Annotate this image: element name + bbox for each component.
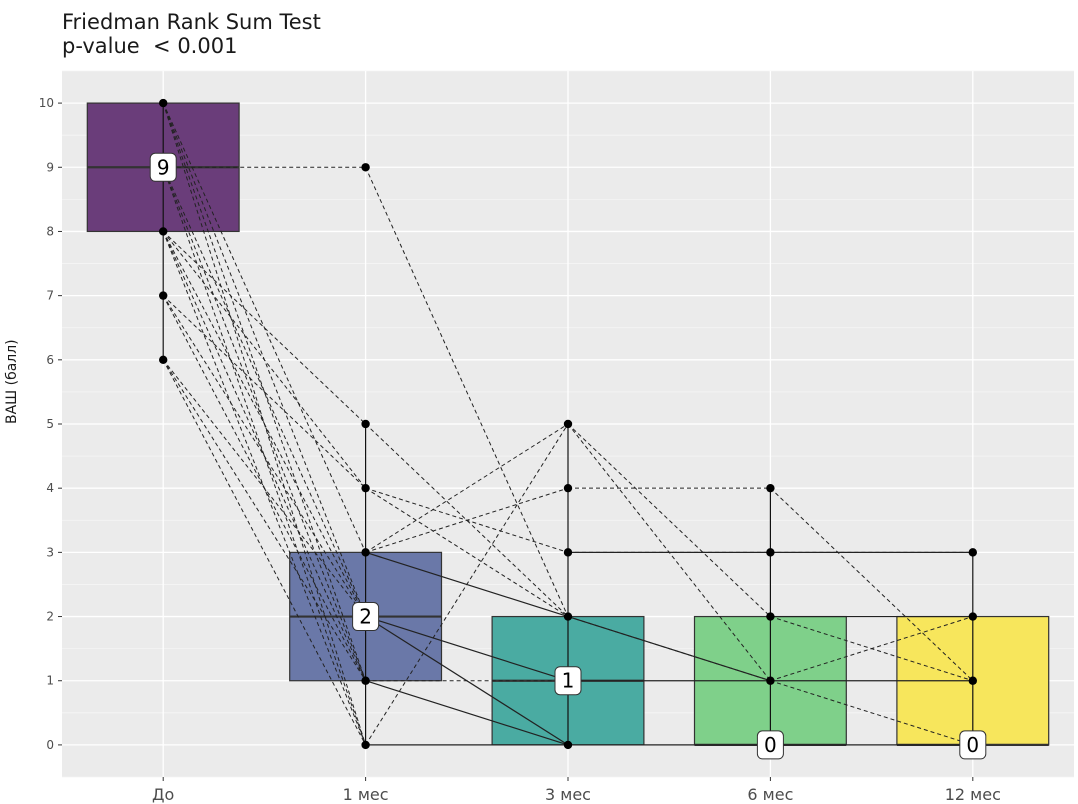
- paired-line-dashed: [365, 487, 569, 617]
- data-point: [159, 98, 168, 108]
- paired-line-dashed: [770, 680, 973, 746]
- paired-line-dashed: [162, 231, 366, 489]
- paired-line-dashed: [365, 167, 569, 617]
- x-tick-label: 1 мес: [343, 785, 389, 804]
- data-point: [361, 483, 370, 493]
- paired-line-dashed: [770, 487, 974, 682]
- y-tick-label: 3: [46, 545, 54, 559]
- paired-line-dashed: [162, 231, 367, 617]
- data-point: [361, 676, 370, 685]
- data-point: [563, 548, 573, 557]
- paired-line-dashed: [162, 102, 367, 553]
- paired-line-dashed: [162, 359, 367, 746]
- data-point: [361, 163, 370, 172]
- y-tick-label: 9: [46, 160, 54, 174]
- median-label-box: [149, 152, 177, 182]
- paired-line-dashed: [567, 423, 771, 617]
- y-tick-label: 5: [46, 417, 54, 431]
- paired-line-dashed: [365, 487, 569, 553]
- median-label: 0: [764, 733, 777, 757]
- y-tick-label: 0: [46, 738, 54, 752]
- median-label: 1: [562, 669, 575, 693]
- data-point: [766, 548, 775, 557]
- data-point: [159, 227, 168, 236]
- chart-subtitle: p-value < 0.001: [62, 34, 238, 58]
- data-point: [968, 612, 977, 621]
- data-point: [968, 676, 977, 685]
- data-point: [766, 612, 775, 621]
- data-point: [563, 740, 573, 750]
- y-tick-label: 10: [39, 96, 54, 110]
- x-tick-label: 6 мес: [747, 785, 793, 804]
- data-point: [766, 676, 775, 685]
- paired-line-dashed: [162, 295, 366, 489]
- paired-line-dashed: [365, 423, 569, 617]
- data-point: [361, 740, 370, 750]
- median-label-box: [352, 602, 380, 632]
- chart-title: Friedman Rank Sum Test: [62, 10, 321, 34]
- y-tick-label: 8: [46, 224, 54, 238]
- data-point: [563, 612, 573, 621]
- paired-line-dashed: [162, 231, 366, 425]
- y-tick-label: 1: [46, 674, 54, 688]
- paired-line-dashed: [162, 167, 367, 617]
- data-point: [361, 419, 370, 429]
- paired-line-solid: [365, 615, 569, 682]
- y-tick-label: 7: [46, 289, 54, 303]
- x-tick-label: 12 мес: [945, 785, 1001, 804]
- median-label: 0: [966, 733, 979, 757]
- median-label: 9: [157, 155, 170, 179]
- median-label-box: [554, 666, 582, 696]
- data-point: [361, 548, 370, 557]
- paired-line-solid: [365, 680, 569, 746]
- x-tick-label: До: [152, 785, 174, 804]
- title-block: Friedman Rank Sum Test p-value < 0.001: [62, 10, 321, 58]
- paired-line-dashed: [162, 359, 367, 681]
- y-tick-label: 6: [46, 353, 54, 367]
- paired-line-dashed: [770, 616, 973, 682]
- x-tick-label: 3 мес: [545, 785, 591, 804]
- data-point: [159, 355, 168, 365]
- paired-line-solid: [365, 616, 569, 746]
- paired-line-solid: [365, 551, 569, 618]
- data-point: [563, 483, 573, 493]
- paired-line-dashed: [365, 423, 569, 553]
- paired-line-dashed: [162, 359, 366, 617]
- data-point: [563, 419, 573, 429]
- data-point: [766, 483, 775, 493]
- data-point: [968, 548, 977, 557]
- median-label: 2: [359, 605, 372, 629]
- y-tick-label: 4: [46, 481, 54, 495]
- paired-line-solid: [567, 615, 771, 682]
- median-label-box: [959, 730, 987, 760]
- median-label-box: [756, 730, 784, 760]
- data-point: [159, 291, 168, 300]
- y-tick-label: 2: [46, 610, 54, 624]
- paired-line-dashed: [162, 295, 367, 617]
